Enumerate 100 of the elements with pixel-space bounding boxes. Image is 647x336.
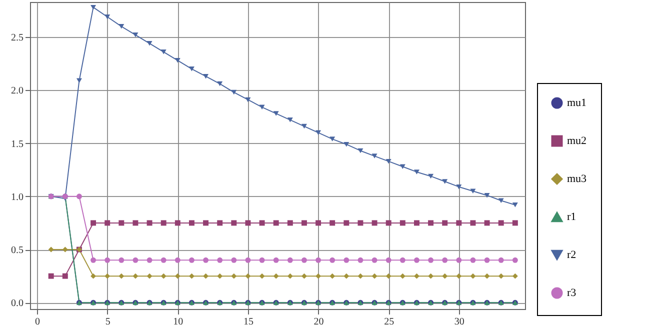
point [470,257,476,263]
point [456,257,462,263]
point [330,273,336,279]
point [498,220,504,226]
point [512,257,518,263]
point [76,78,82,83]
point [400,273,406,279]
point [316,220,322,226]
point [442,220,448,226]
x-tick-label: 30 [454,316,464,328]
point [231,257,237,263]
point [160,220,166,226]
point [512,220,518,226]
point [273,257,279,263]
y-tick-label: 0.5 [11,245,24,256]
point [301,124,307,129]
legend-label: mu3 [567,173,588,185]
point [498,257,504,263]
point [104,273,110,279]
point [301,273,307,279]
point [76,194,82,200]
x-tick-label: 15 [243,316,254,328]
point [188,273,194,279]
point [372,257,378,263]
point [301,220,307,226]
point [132,273,138,279]
point [344,257,350,263]
point [316,130,322,136]
point [316,257,322,263]
point [456,220,462,226]
point [358,148,364,154]
point [188,257,194,263]
point [217,257,223,263]
point [428,257,434,263]
point [104,220,110,226]
point [174,58,180,63]
x-tick-label: 20 [314,316,324,328]
point [217,273,223,279]
y-tick-label: 1.5 [11,138,24,150]
point [259,273,265,279]
point [414,273,420,279]
point [259,257,265,263]
point [203,74,209,79]
point [203,273,209,279]
point [287,257,293,263]
point [245,97,251,102]
point [316,273,322,279]
point [48,273,54,279]
point [400,164,406,170]
point [456,273,462,279]
point [414,170,420,174]
point [344,142,350,147]
point [400,220,406,226]
point [104,14,110,20]
point [273,220,279,226]
point [414,220,420,226]
y-tick-label: 0.0 [11,298,24,310]
point [358,273,364,279]
x-tick-label: 10 [173,316,184,328]
point [330,136,336,142]
point [344,273,350,279]
point [287,118,293,122]
point [217,81,223,86]
point [174,257,180,263]
point [386,158,392,164]
point [90,257,96,263]
point [484,273,490,279]
point [259,220,265,226]
point [146,273,152,279]
point [188,66,194,72]
point [118,24,124,29]
point [470,220,476,226]
y-tick-label: 2.5 [11,32,24,44]
point [400,257,406,263]
point [512,273,518,279]
point [442,257,448,263]
point [301,257,307,263]
point [174,220,180,226]
point [512,202,518,208]
point [160,273,166,279]
point [245,220,251,226]
point [358,257,364,263]
point [104,257,110,263]
point [273,111,279,116]
point [330,257,336,263]
point [428,273,434,279]
point [231,273,237,279]
point [358,220,364,226]
point [344,220,350,226]
point [456,184,462,190]
point [428,174,434,179]
point [442,179,448,184]
y-tick-label: 1.0 [11,192,24,203]
point [132,257,138,263]
point [174,273,180,279]
point [146,257,152,263]
point [160,257,166,263]
x-tick-label: 25 [384,316,394,328]
point [188,220,194,226]
legend-label: mu1 [567,97,587,109]
